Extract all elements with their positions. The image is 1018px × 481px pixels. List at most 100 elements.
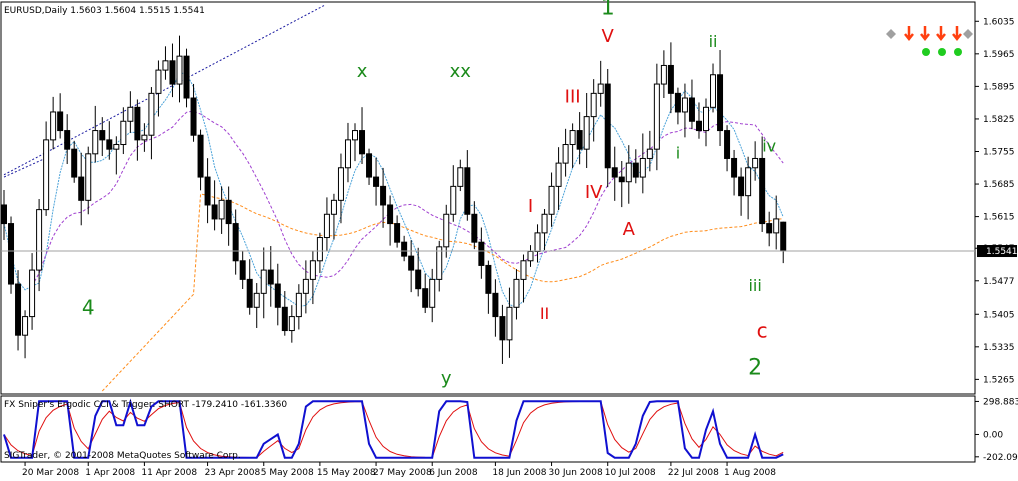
- wave-label: 2: [748, 356, 762, 381]
- green-dot-icon: [938, 48, 946, 56]
- candle-body: [204, 176, 211, 206]
- price-tick-label: 1.5615: [983, 213, 1015, 223]
- candle-body: [78, 176, 85, 201]
- price-panel-frame: [0, 1, 976, 395]
- candle-body: [401, 241, 408, 257]
- candle-body: [253, 292, 260, 308]
- candle-body: [492, 292, 499, 318]
- candle-body: [485, 264, 492, 294]
- candle-body: [506, 306, 513, 341]
- time-tick-label: 1 Apr 2008: [85, 468, 135, 478]
- candle-body: [218, 199, 225, 220]
- copyright-text: SIGTrader, © 2001-2008 MetaQuotes Softwa…: [4, 451, 241, 461]
- candle-body: [309, 260, 316, 280]
- candle-body: [162, 60, 169, 71]
- candle-body: [527, 250, 534, 262]
- candle-body: [15, 283, 22, 336]
- candle-body: [478, 241, 485, 266]
- candle-body: [260, 269, 267, 294]
- candle-body: [724, 130, 731, 159]
- green-dot-icon: [922, 48, 930, 56]
- time-tick-label: 18 Jun 2008: [492, 468, 546, 478]
- candle-body: [541, 213, 548, 234]
- indicator-panel-frame: [0, 395, 976, 463]
- candle-body: [8, 223, 15, 285]
- candle-body: [239, 260, 246, 280]
- time-tick-label: 5 May 2008: [261, 468, 314, 478]
- candle-body: [394, 223, 401, 243]
- candle-body: [773, 218, 780, 234]
- candle-body: [752, 157, 759, 169]
- candle-body: [1, 204, 7, 225]
- wave-label: xx: [450, 61, 472, 82]
- price-tick-label: 1.5825: [983, 115, 1015, 125]
- candle-body: [429, 278, 436, 308]
- candle-body: [703, 106, 709, 132]
- candle-body: [359, 130, 366, 155]
- diamond-icon: [886, 29, 896, 39]
- wave-label: ii: [709, 32, 718, 51]
- price-tick-label: 1.5265: [983, 375, 1015, 385]
- time-tick-label: 22 Jul 2008: [668, 468, 719, 478]
- diamond-icon: [963, 29, 973, 39]
- candle-body: [85, 153, 92, 201]
- candle-body: [190, 97, 197, 136]
- candle-body: [246, 278, 253, 308]
- candle-body: [92, 130, 99, 155]
- candle-body: [569, 130, 576, 146]
- price-tick-label: 1.5685: [983, 180, 1015, 190]
- candle-body: [408, 255, 415, 271]
- candle-body: [337, 167, 344, 201]
- candle-body: [667, 64, 674, 94]
- candle-body: [548, 185, 555, 215]
- candle-body: [295, 292, 302, 318]
- price-tag-box: [977, 245, 1017, 258]
- candle-body: [113, 144, 120, 150]
- cci-tick-label: -202.098: [983, 453, 1018, 463]
- green-dot-icon: [954, 48, 962, 56]
- candle-body: [267, 269, 274, 285]
- candle-body: [695, 120, 702, 132]
- candle-body: [457, 167, 464, 187]
- candle-body: [141, 134, 148, 141]
- down-arrow-icon: [936, 26, 946, 42]
- price-tick-label: 1.5895: [983, 82, 1015, 92]
- wave-label: 4: [82, 295, 95, 319]
- candle-body: [660, 64, 667, 85]
- price-tick-label: 1.5477: [983, 277, 1015, 287]
- candle-body: [211, 204, 218, 220]
- candle-body: [681, 97, 688, 113]
- candle-body: [464, 167, 471, 215]
- candle-body: [422, 288, 429, 308]
- time-tick-label: 15 May 2008: [317, 468, 376, 478]
- candle-body: [352, 130, 358, 141]
- candle-body: [520, 260, 527, 280]
- candle-body: [330, 199, 337, 215]
- wave-label: 1: [601, 0, 615, 20]
- cci-axis: 298.883 0.00 -202.098: [975, 397, 1018, 463]
- time-tick-label: 20 Mar 2008: [22, 468, 79, 478]
- candle-body: [302, 278, 309, 294]
- down-arrow-icon: [952, 26, 962, 42]
- candle-body: [625, 162, 632, 183]
- candle-body: [639, 157, 646, 178]
- candle-body: [148, 92, 155, 136]
- signal-arrows: [886, 26, 973, 56]
- candle-body: [127, 106, 134, 122]
- candle-body: [57, 111, 64, 132]
- wave-label: y: [441, 368, 452, 389]
- candle-body: [169, 60, 176, 85]
- wave-label: x: [357, 61, 368, 82]
- time-axis: 20 Mar 2008 1 Apr 2008 11 Apr 2008 23 Apr 2…: [22, 462, 776, 478]
- candle-body: [99, 130, 106, 141]
- wave-label: V: [602, 26, 615, 47]
- wave-label: II: [540, 304, 549, 323]
- time-tick-label: 11 Apr 2008: [141, 468, 197, 478]
- price-tick-label: 1.6035: [983, 17, 1015, 27]
- symbol-header: EURUSD,Daily 1.5603 1.5604 1.5515 1.5541: [4, 6, 205, 16]
- candle-body: [344, 139, 351, 169]
- indicator-header: FX Sniper's Ergodic CCI & Trigger: SHORT…: [4, 400, 287, 410]
- price-tick-label: 1.5965: [983, 50, 1015, 60]
- candle-body: [745, 167, 752, 197]
